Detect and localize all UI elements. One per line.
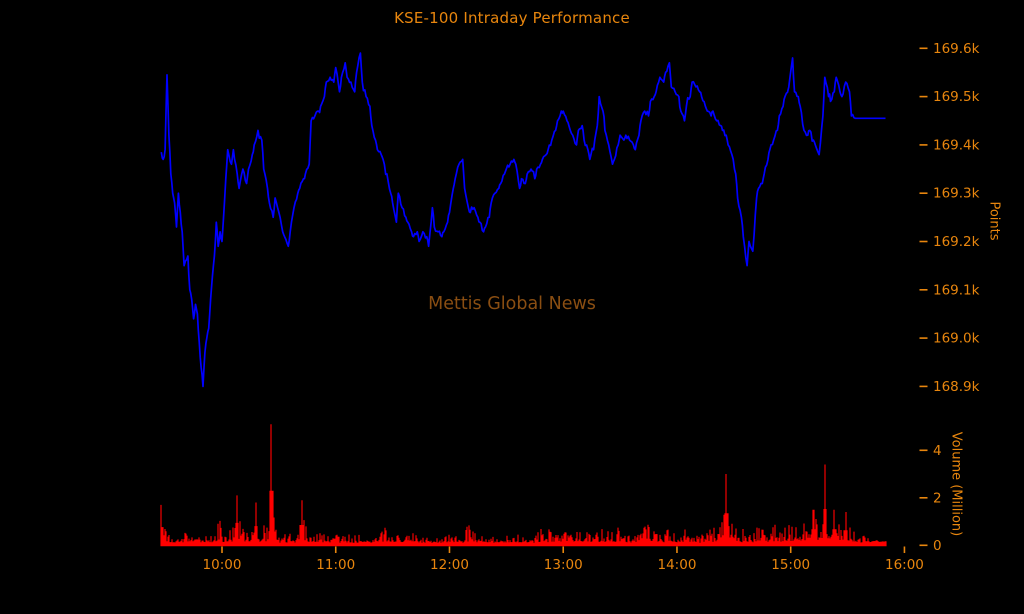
- svg-text:169.0k: 169.0k: [933, 331, 980, 347]
- price-axis-ticks: 169.6k 169.5k 169.4k 169.3k 169.2k 169.1k 169.…: [919, 41, 980, 395]
- svg-text:13:00: 13:00: [544, 557, 583, 573]
- time-axis-ticks: 10:00 11:00 12:00 13:00 14:00 15:00 16:00: [203, 546, 924, 573]
- price-line: [160, 52, 886, 388]
- svg-text:169.2k: 169.2k: [933, 234, 980, 250]
- svg-text:15:00: 15:00: [771, 557, 810, 573]
- points-axis-label: Points: [986, 201, 1002, 241]
- svg-text:169.1k: 169.1k: [933, 282, 980, 298]
- svg-text:169.3k: 169.3k: [933, 186, 980, 202]
- volume-bars: [160, 424, 887, 547]
- chart-title: KSE-100 Intraday Performance: [394, 9, 630, 27]
- svg-text:2: 2: [933, 490, 942, 506]
- svg-text:4: 4: [933, 443, 942, 459]
- svg-text:12:00: 12:00: [430, 557, 469, 573]
- svg-text:14:00: 14:00: [658, 557, 697, 573]
- volume-axis-ticks: 4 2 0: [919, 443, 942, 554]
- svg-text:169.4k: 169.4k: [933, 137, 980, 153]
- svg-text:11:00: 11:00: [316, 557, 355, 573]
- svg-text:169.6k: 169.6k: [933, 41, 980, 57]
- volume-axis-label: Volume (Million): [948, 431, 964, 537]
- svg-text:16:00: 16:00: [885, 557, 924, 573]
- svg-text:169.5k: 169.5k: [933, 89, 980, 105]
- svg-text:168.9k: 168.9k: [933, 379, 980, 395]
- svg-text:10:00: 10:00: [203, 557, 242, 573]
- watermark: Mettis Global News: [428, 294, 596, 314]
- svg-text:0: 0: [933, 538, 942, 554]
